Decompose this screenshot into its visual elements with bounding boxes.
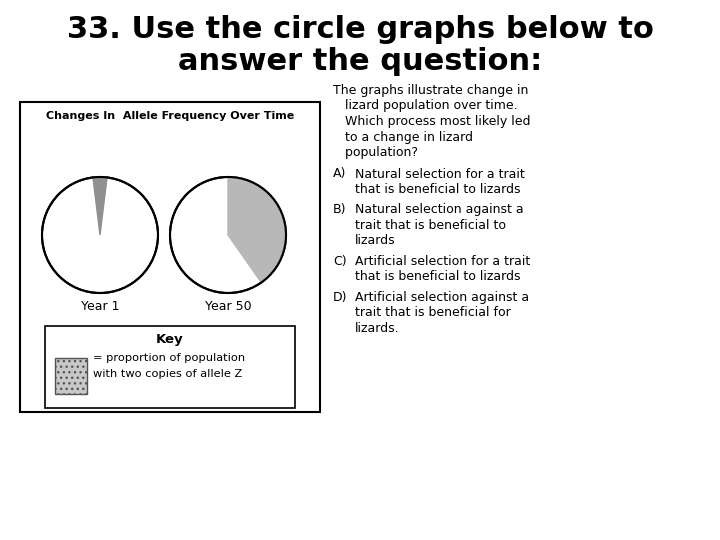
Text: A): A) [333,167,346,180]
Text: B): B) [333,204,346,217]
Text: C): C) [333,255,346,268]
Text: with two copies of allele Z: with two copies of allele Z [93,369,242,379]
Text: trait that is beneficial to: trait that is beneficial to [355,219,506,232]
Circle shape [42,177,158,293]
Bar [55,358,87,394]
Text: D): D) [333,291,348,304]
Text: Which process most likely led: Which process most likely led [333,115,531,128]
Text: Artificial selection for a trait: Artificial selection for a trait [355,255,530,268]
Text: Year 1: Year 1 [81,300,120,314]
Text: Key: Key [156,334,184,347]
Polygon shape [228,177,286,282]
Text: answer the question:: answer the question: [178,48,542,77]
Text: Year 50: Year 50 [204,300,251,314]
Text: = proportion of population: = proportion of population [93,353,245,363]
Text: Natural selection for a trait: Natural selection for a trait [355,167,525,180]
Text: 33. Use the circle graphs below to: 33. Use the circle graphs below to [66,16,654,44]
Text: to a change in lizard: to a change in lizard [333,131,473,144]
Text: population?: population? [333,146,418,159]
Text: Changes In  Allele Frequency Over Time: Changes In Allele Frequency Over Time [46,111,294,121]
Text: that is beneficial to lizards: that is beneficial to lizards [355,271,521,284]
Text: trait that is beneficial for: trait that is beneficial for [355,307,510,320]
Text: that is beneficial to lizards: that is beneficial to lizards [355,183,521,196]
Text: Artificial selection against a: Artificial selection against a [355,291,529,304]
Bar [45,326,295,408]
Text: The graphs illustrate change in: The graphs illustrate change in [333,84,528,97]
Circle shape [170,177,286,293]
Text: lizards.: lizards. [355,322,400,335]
Text: lizards: lizards [355,234,395,247]
Text: Natural selection against a: Natural selection against a [355,204,523,217]
Polygon shape [93,177,107,235]
Bar [20,102,320,412]
Text: lizard population over time.: lizard population over time. [333,99,518,112]
